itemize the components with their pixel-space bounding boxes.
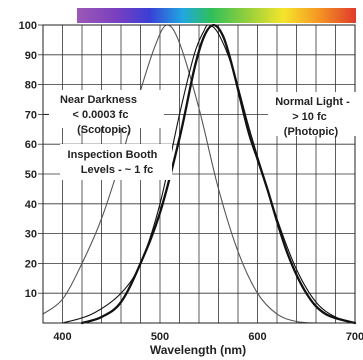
y-axis: 10 20 30 40 50 60 70 80 90 100 <box>19 20 43 300</box>
annotation-photopic: Normal Light - > 10 fc (Photopic) <box>275 96 353 138</box>
x-tick-label: 600 <box>248 331 266 343</box>
y-tick-label: 90 <box>25 50 37 62</box>
annotation-booth: Inspection Booth Levels - ~ 1 fc <box>68 149 161 176</box>
y-tick-label: 30 <box>25 229 37 241</box>
annotation-scotopic: Near Darkness < 0.0003 fc (Scotopic) <box>60 94 140 136</box>
y-tick-label: 60 <box>25 139 37 151</box>
y-tick-label: 70 <box>25 109 37 121</box>
spectrum-bar <box>77 8 356 23</box>
annotation-bg-photopic <box>268 92 356 136</box>
series-line-scotopic <box>42 24 317 324</box>
annotation-bg-scotopic <box>49 90 164 128</box>
curves <box>42 23 357 325</box>
series-line-booth <box>61 24 356 324</box>
y-tick-label: 50 <box>25 169 37 181</box>
x-axis-title: Wavelength (nm) <box>150 343 246 357</box>
y-tick-label: 20 <box>25 258 37 270</box>
x-tick-label: 700 <box>346 331 363 343</box>
x-tick-label: 500 <box>151 331 169 343</box>
y-tick-label: 10 <box>25 288 37 300</box>
x-axis: 400 500 600 700 <box>53 331 363 343</box>
annotation-bg-booth <box>60 144 172 180</box>
y-tick-label: 80 <box>25 80 37 92</box>
y-tick-label: 40 <box>25 199 37 211</box>
y-tick-label: 100 <box>19 20 37 32</box>
x-tick-label: 400 <box>53 331 71 343</box>
